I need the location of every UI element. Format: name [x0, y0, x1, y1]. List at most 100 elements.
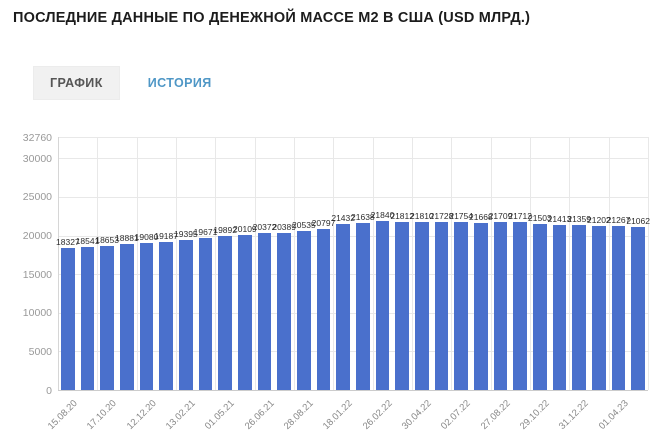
gridline-v: [451, 137, 453, 390]
gridline-v: [254, 137, 256, 390]
bar-value-label: 21812: [390, 210, 414, 221]
x-axis-label: 31.12.22: [557, 398, 591, 432]
x-axis-label: 12.12.20: [124, 398, 159, 432]
gridline-v: [176, 137, 177, 390]
bar: [120, 244, 134, 390]
gridline-v: [490, 137, 492, 390]
gridline-v: [530, 137, 531, 390]
bar: [80, 246, 95, 390]
bar-value-label: 19395: [174, 229, 198, 240]
x-axis-label: 13.02.21: [163, 398, 198, 432]
bar-value-label: 21810: [410, 210, 434, 221]
gridline-v: [333, 137, 335, 390]
bar: [198, 238, 213, 390]
bar-value-label: 21754: [449, 210, 473, 221]
gridline-v: [136, 137, 138, 390]
y-axis-label: 10000: [22, 307, 52, 320]
y-axis-label: 32760: [22, 131, 52, 144]
bar-value-label: 19892: [213, 225, 237, 236]
bar: [493, 222, 508, 390]
m2-bar-chart: 0 5000 10000 15000 20000 25000 30000 32760 18327…: [0, 110, 669, 445]
gridline-h: [58, 274, 648, 276]
bar: [61, 248, 75, 390]
gridline-h: [58, 137, 648, 138]
bar: [297, 231, 311, 390]
bar: [572, 225, 586, 390]
x-axis-label: 01.05.21: [203, 398, 237, 432]
bar: [474, 222, 488, 390]
bar: [218, 236, 232, 390]
gridline-h: [58, 235, 648, 237]
gridline-h: [58, 312, 648, 314]
bar: [238, 234, 252, 390]
page-title: ПОСЛЕДНИЕ ДАННЫЕ ПО ДЕНЕЖНОЙ МАССЕ М2 В …: [13, 10, 531, 26]
bar-value-label: 21712: [508, 211, 532, 222]
bar: [139, 242, 154, 390]
gridline-h: [58, 158, 648, 160]
tab-istoriya[interactable]: ИСТОРИЯ: [147, 76, 212, 90]
bar-value-label: 21062: [626, 216, 650, 227]
bar-value-label: 21503: [528, 212, 552, 223]
bar: [454, 221, 468, 390]
x-axis-line: [58, 390, 648, 391]
bar: [434, 222, 449, 390]
x-axis-label: 01.04.23: [596, 398, 631, 432]
x-axis-label: 28.08.21: [281, 398, 316, 432]
bar-value-label: 21359: [567, 214, 591, 225]
bar-value-label: 21202: [587, 215, 611, 226]
bar-value-label: 18653: [95, 234, 119, 245]
bar: [100, 245, 114, 390]
bar: [356, 222, 370, 390]
x-axis-label: 30.04.22: [399, 398, 434, 432]
gridline-v: [569, 137, 571, 390]
bar: [316, 229, 331, 390]
gridline-v: [608, 137, 610, 390]
bar-value-label: 21413: [547, 213, 572, 224]
gridline-v: [372, 137, 374, 390]
tab-grafik[interactable]: ГРАФИК: [33, 66, 120, 100]
bar-value-label: 21728: [429, 211, 454, 222]
gridline-v: [412, 137, 413, 390]
gridline-h: [58, 351, 648, 353]
y-axis-label: 15000: [22, 268, 52, 281]
gridline-h: [58, 196, 648, 198]
y-axis-label: 0: [46, 384, 52, 397]
y-axis-line: [58, 137, 59, 390]
x-axis-label: 27.08.22: [478, 398, 513, 432]
y-axis-label: 5000: [28, 345, 52, 358]
x-axis-label: 02.07.22: [439, 398, 473, 432]
x-axis-label: 17.10.20: [85, 398, 119, 432]
bar-value-label: 21668: [469, 211, 493, 222]
bar-value-label: 20797: [311, 218, 336, 229]
bar: [277, 232, 291, 390]
bar: [179, 240, 193, 390]
bar-value-label: 20535: [292, 220, 316, 231]
bar-value-label: 19671: [193, 227, 218, 238]
bar-value-label: 21432: [331, 213, 355, 224]
x-axis-label: 26.02.22: [360, 398, 395, 432]
y-axis-label: 30000: [22, 152, 52, 165]
bar: [552, 224, 567, 390]
bar-value-label: 20389: [272, 221, 296, 232]
bar-value-label: 18541: [75, 235, 100, 246]
tab-bar: ГРАФИК ИСТОРИЯ: [33, 66, 228, 100]
bar: [592, 226, 606, 390]
bar-value-label: 21267: [606, 214, 631, 225]
bar: [159, 241, 173, 390]
gridline-v: [648, 137, 649, 390]
bar: [375, 221, 390, 390]
bar-value-label: 21638: [351, 211, 375, 222]
bar: [611, 225, 626, 390]
bar-value-label: 20372: [252, 221, 277, 232]
x-axis-label: 18.01.22: [321, 398, 355, 432]
bar-value-label: 18881: [115, 233, 139, 244]
gridline-v: [294, 137, 295, 390]
bar: [415, 221, 429, 390]
x-axis-label: 26.06.21: [242, 398, 277, 432]
bar: [631, 227, 645, 390]
bar: [533, 223, 547, 390]
y-axis-label: 25000: [22, 191, 52, 204]
bar-value-label: 19187: [154, 230, 178, 241]
bar: [257, 232, 272, 390]
